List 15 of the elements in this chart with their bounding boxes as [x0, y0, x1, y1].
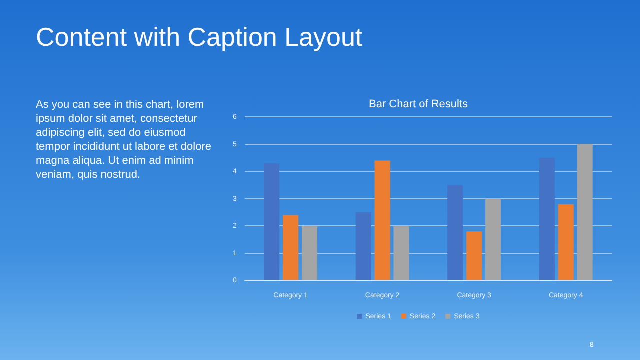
- text: As you can see in this chart, lorem ipsum dolor sit amet, consectetur adipiscing elit, sed do eiusmod tempor incididunt ut labore et dolore magna aliqua. Ut enim ad minim veniam, quis nostrud.: [36, 98, 212, 182]
- bar: [264, 163, 280, 280]
- text: Content with Caption Layout: [36, 22, 363, 53]
- bar: [394, 226, 410, 280]
- bar: [283, 215, 299, 280]
- bar: [448, 185, 464, 280]
- chart-title: Bar Chart of Results: [368, 98, 469, 111]
- bar: [302, 226, 318, 280]
- bar: [356, 212, 372, 280]
- bar: [577, 144, 593, 280]
- bar: [466, 232, 482, 280]
- bar: [558, 204, 574, 280]
- bar: [486, 198, 502, 280]
- bar: [539, 158, 555, 280]
- bar: [374, 160, 390, 280]
